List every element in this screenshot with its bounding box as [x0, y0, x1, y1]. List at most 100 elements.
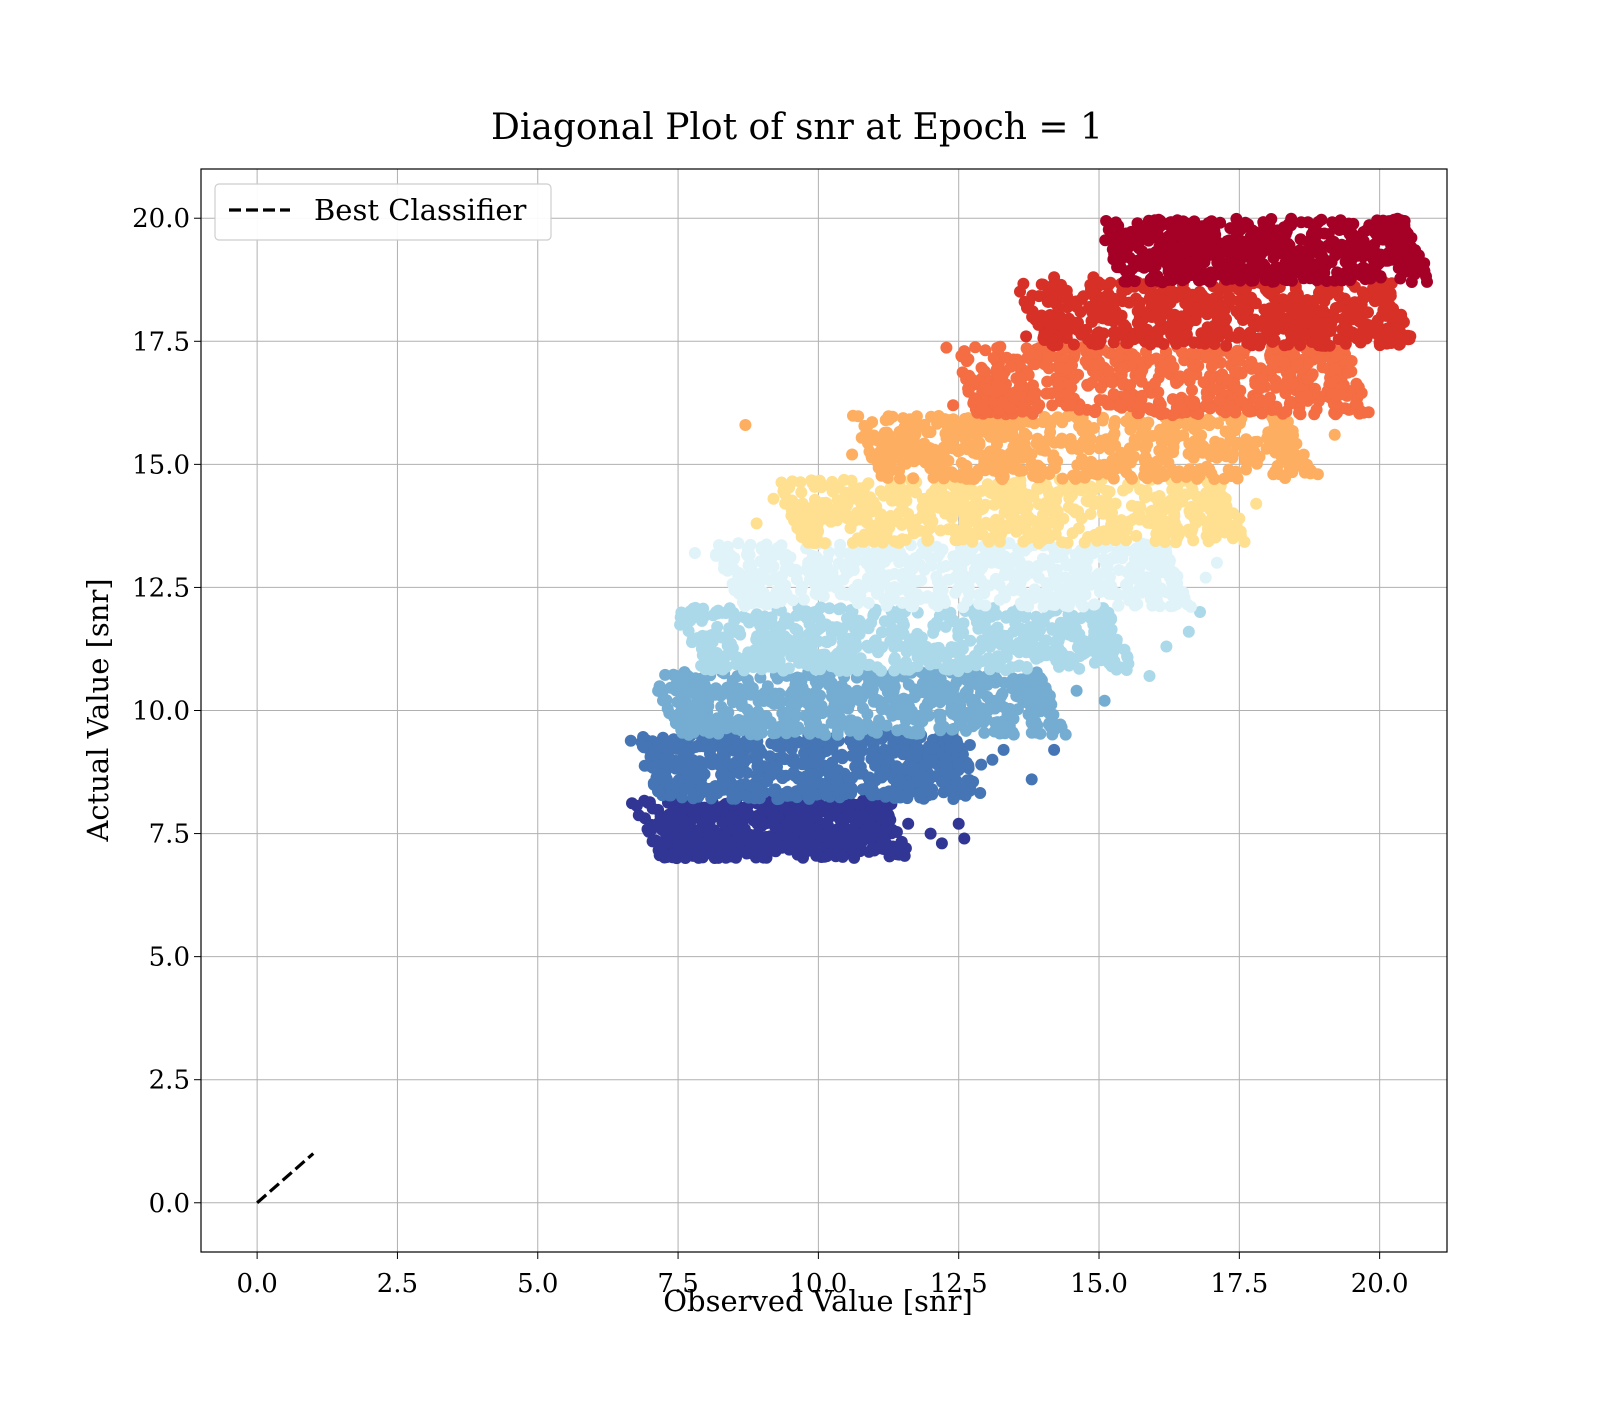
data-point	[661, 851, 673, 863]
outlier-point	[1312, 468, 1324, 480]
data-point	[988, 352, 1000, 364]
data-point	[854, 514, 866, 526]
data-point	[1103, 365, 1115, 377]
data-point	[1076, 579, 1088, 591]
data-point	[673, 774, 685, 786]
data-point	[1115, 456, 1127, 468]
data-point	[1068, 564, 1080, 576]
data-point	[805, 474, 817, 486]
data-point	[1088, 498, 1100, 510]
data-point	[980, 424, 992, 436]
data-point	[1175, 402, 1187, 414]
data-point	[848, 633, 860, 645]
data-point	[952, 625, 964, 637]
data-point	[1273, 468, 1285, 480]
data-point	[960, 790, 972, 802]
data-point	[999, 569, 1011, 581]
outlier-point	[964, 739, 976, 751]
data-point	[674, 707, 686, 719]
data-point	[756, 663, 768, 675]
data-point	[881, 427, 893, 439]
data-point	[1151, 589, 1163, 601]
data-point	[1040, 685, 1052, 697]
data-point	[939, 663, 951, 675]
data-point	[1121, 521, 1133, 533]
data-point	[767, 591, 779, 603]
data-point	[1108, 655, 1120, 667]
data-point	[1117, 363, 1129, 375]
outlier-point	[1295, 458, 1307, 470]
data-point	[904, 640, 916, 652]
data-point	[1302, 357, 1314, 369]
data-point	[888, 747, 900, 759]
data-point	[940, 621, 952, 633]
data-point	[894, 426, 906, 438]
data-point	[819, 729, 831, 741]
data-point	[1214, 484, 1226, 496]
data-point	[717, 774, 729, 786]
data-point	[694, 755, 706, 767]
data-point	[909, 552, 921, 564]
data-point	[796, 581, 808, 593]
data-point	[1012, 703, 1024, 715]
data-point	[752, 781, 764, 793]
data-point	[1108, 388, 1120, 400]
data-point	[1125, 573, 1137, 585]
outlier-point	[1329, 429, 1341, 441]
data-point	[863, 772, 875, 784]
data-point	[1144, 517, 1156, 529]
outlier-point	[953, 818, 965, 830]
data-point	[1066, 359, 1078, 371]
data-point	[1004, 720, 1016, 732]
data-point	[647, 803, 659, 815]
data-point	[781, 820, 793, 832]
data-point	[1031, 438, 1043, 450]
data-point	[736, 845, 748, 857]
data-point	[906, 575, 918, 587]
data-point	[800, 652, 812, 664]
data-point	[879, 460, 891, 472]
data-point	[1054, 650, 1066, 662]
data-point	[1154, 424, 1166, 436]
outlier-point	[739, 419, 751, 431]
outlier-point	[1099, 695, 1111, 707]
data-point	[1209, 383, 1221, 395]
data-point	[871, 726, 883, 738]
data-point	[1203, 464, 1215, 476]
outlier-point	[1233, 513, 1245, 525]
data-point	[881, 790, 893, 802]
data-point	[874, 809, 886, 821]
data-point	[815, 601, 827, 613]
outlier-point	[958, 833, 970, 845]
outlier-point	[1160, 641, 1172, 653]
data-point	[1158, 515, 1170, 527]
data-point	[797, 846, 809, 858]
data-point	[866, 746, 878, 758]
data-point	[1046, 350, 1058, 362]
data-point	[1088, 547, 1100, 559]
outlier-point	[768, 493, 780, 505]
data-point	[742, 543, 754, 555]
data-point	[706, 741, 718, 753]
data-point	[1024, 636, 1036, 648]
outlier-point	[880, 414, 892, 426]
outlier-point	[846, 449, 858, 461]
data-point	[1089, 598, 1101, 610]
data-point	[1188, 512, 1200, 524]
data-point	[1168, 441, 1180, 453]
data-point	[1025, 527, 1037, 539]
data-point	[950, 527, 962, 539]
data-point	[1037, 587, 1049, 599]
data-point	[1160, 550, 1172, 562]
outlier-point	[751, 517, 763, 529]
data-point	[1062, 410, 1074, 422]
data-point	[1079, 537, 1091, 549]
data-point	[1041, 376, 1053, 388]
data-point	[906, 762, 918, 774]
data-point	[953, 502, 965, 514]
data-point	[816, 804, 828, 816]
data-point	[802, 565, 814, 577]
outlier-point	[1048, 724, 1060, 736]
data-point	[822, 849, 834, 861]
